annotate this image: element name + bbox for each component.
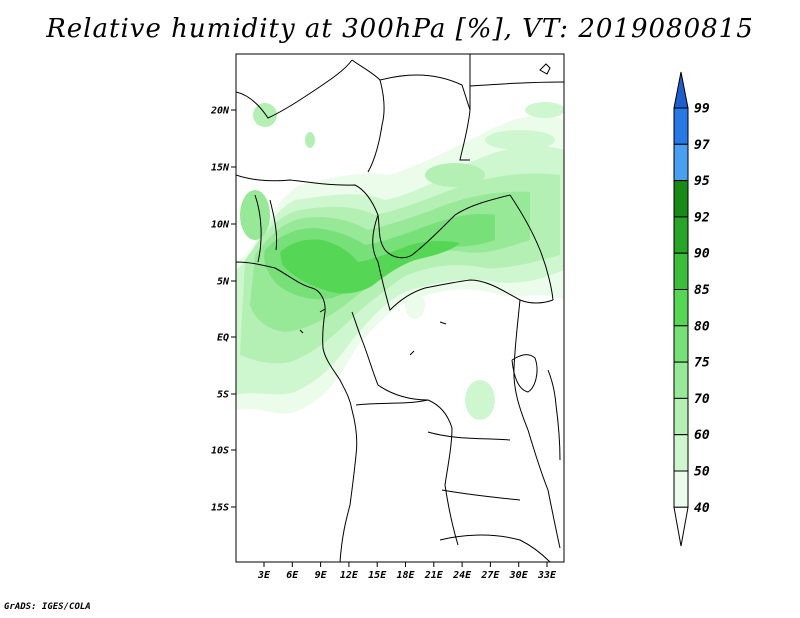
lat-tick-label: 15S	[211, 503, 229, 514]
lat-tick-label: 5S	[217, 390, 229, 401]
lat-tick-label: 15N	[211, 163, 230, 174]
colorbar-swatch	[673, 397, 689, 436]
lon-tick-label: 15E	[368, 570, 387, 581]
colorbar-swatch	[673, 361, 689, 399]
border-small	[254, 194, 278, 263]
colorbar-label: 97	[694, 138, 710, 153]
lon-tick-label: 21E	[424, 570, 444, 581]
colorbar-swatch	[673, 470, 689, 508]
lat-tick-label: 10N	[211, 220, 230, 231]
coastline-island	[539, 63, 551, 75]
lon-tick-label: 33E	[537, 570, 557, 581]
colorbar-label: 80	[694, 319, 710, 334]
colorbar-label: 90	[694, 247, 710, 262]
border-congo	[351, 311, 459, 546]
lon-tick-label: 27E	[480, 570, 500, 581]
lon-tick-label: 12E	[340, 570, 359, 581]
colorbar-top-arrow	[673, 71, 689, 109]
colorbar-label: 95	[694, 174, 710, 189]
colorbar-bottom-arrow	[673, 506, 689, 547]
lon-tick-label: 3E	[257, 570, 271, 581]
border-lake	[511, 354, 538, 393]
border-north	[236, 54, 471, 173]
colorbar-swatch	[673, 216, 689, 254]
coastline-west	[236, 261, 358, 562]
border-east	[509, 194, 561, 549]
lat-tick-label: EQ	[217, 333, 229, 344]
border-south	[355, 399, 551, 562]
colorbar-swatch	[673, 252, 689, 290]
lat-tick-label: 10S	[211, 446, 229, 457]
grads-credit: GrADS: IGES/COLA	[4, 602, 91, 612]
colorbar-swatch	[673, 107, 689, 145]
longitude-axis: 3E 6E 9E 12E 15E 18E 21E 24E 27E 30E 33E	[257, 562, 557, 581]
colorbar-label: 70	[694, 392, 710, 407]
border-top-right	[469, 81, 564, 87]
map-title: Relative humidity at 300hPa [%], VT: 201…	[46, 14, 754, 44]
humidity-field	[236, 102, 564, 420]
lon-tick-label: 30E	[509, 570, 529, 581]
colorbar-swatch	[673, 434, 689, 472]
colorbar-swatch	[673, 143, 689, 182]
colorbar: 99 97 95 92 90 85 80 75 70 60 50 40	[673, 71, 710, 547]
colorbar-label: 50	[694, 465, 710, 480]
colorbar-swatch	[673, 180, 689, 218]
border-sahel	[236, 174, 511, 259]
colorbar-label: 99	[694, 102, 710, 117]
colorbar-label: 85	[694, 283, 710, 298]
colorbar-swatch	[673, 325, 689, 363]
colorbar-label: 75	[694, 356, 710, 371]
lon-tick-label: 24E	[452, 570, 472, 581]
lat-tick-label: 5N	[217, 277, 230, 288]
border-rift	[547, 369, 561, 461]
lon-tick-label: 18E	[396, 570, 415, 581]
lon-tick-label: 9E	[315, 570, 328, 581]
colorbar-label: 60	[694, 428, 710, 443]
colorbar-label: 92	[694, 210, 710, 225]
country-borders	[236, 54, 564, 562]
map-frame	[235, 53, 565, 563]
latitude-axis: 20N 15N 10N 5N EQ 5S 10S 15S	[210, 106, 236, 514]
lon-tick-label: 6E	[286, 570, 299, 581]
border-gulf-islands	[299, 308, 447, 356]
colorbar-swatch	[673, 289, 689, 327]
lat-tick-label: 20N	[210, 106, 230, 117]
colorbar-label: 40	[694, 501, 710, 516]
